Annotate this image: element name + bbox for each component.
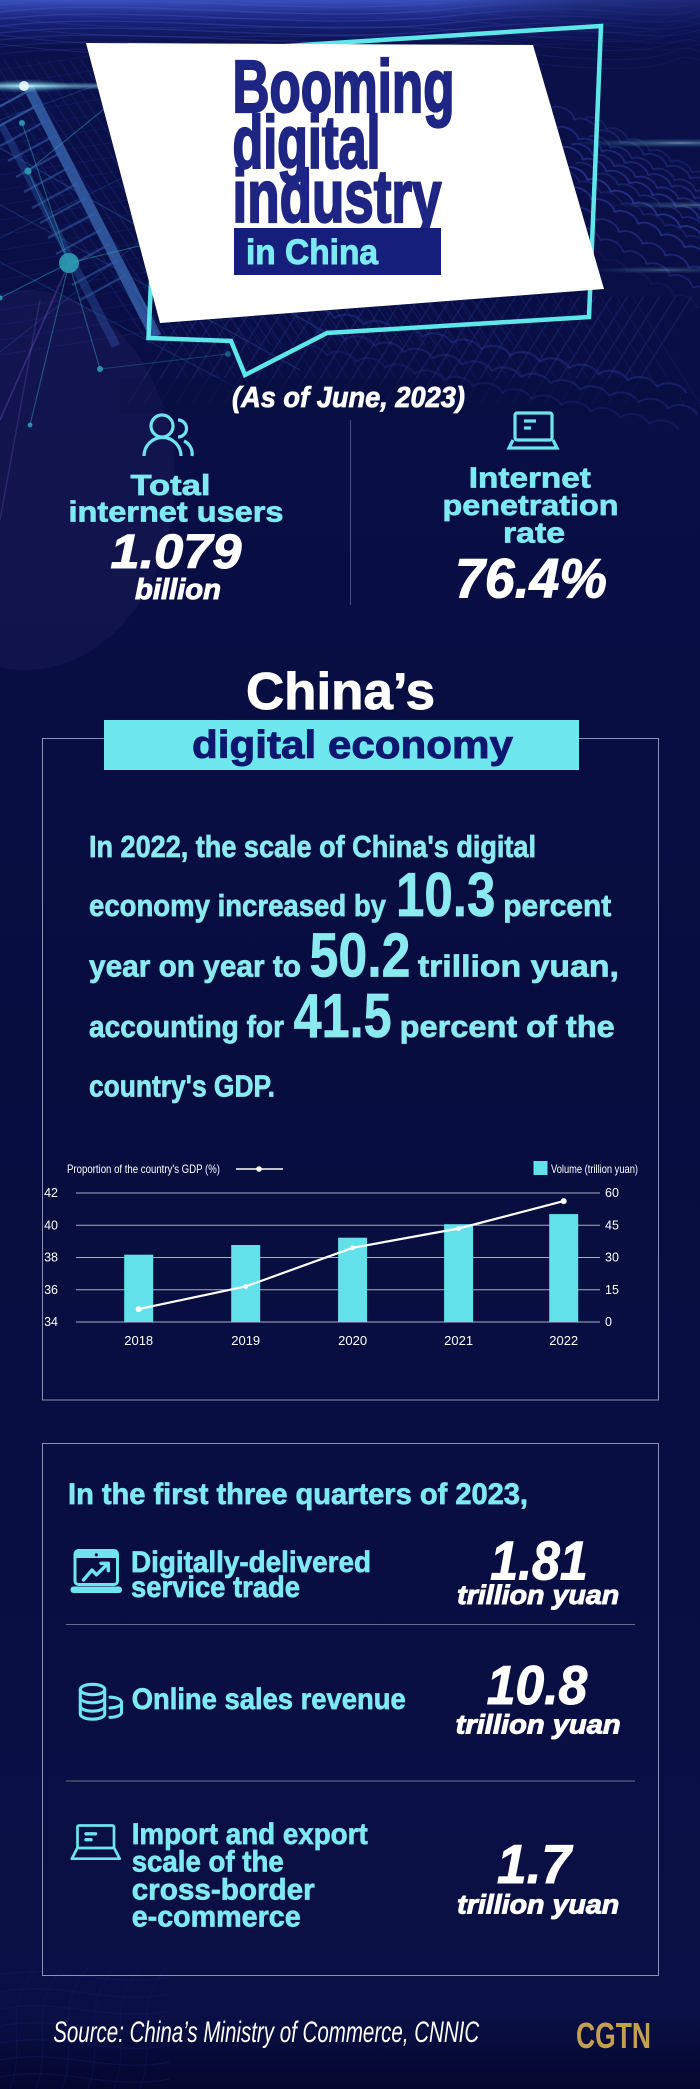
svg-text:trillion yuan: trillion yuan <box>457 1890 619 1920</box>
svg-text:2018: 2018 <box>124 1333 153 1348</box>
svg-text:percent of the: percent of the <box>400 1009 615 1044</box>
svg-text:40: 40 <box>44 1218 58 1232</box>
svg-text:2021: 2021 <box>444 1333 473 1348</box>
svg-text:38: 38 <box>44 1251 58 1265</box>
svg-text:Volume (trillion yuan): Volume (trillion yuan) <box>551 1162 638 1176</box>
svg-text:Source: China’s Ministry of Co: Source: China’s Ministry of Commerce, CN… <box>53 2016 479 2049</box>
svg-text:penetration: penetration <box>443 490 619 522</box>
svg-text:e-commerce: e-commerce <box>132 1901 301 1934</box>
svg-text:economy increased by: economy increased by <box>89 888 387 923</box>
svg-text:year on year to: year on year to <box>89 948 301 983</box>
svg-text:country's GDP.: country's GDP. <box>89 1069 275 1104</box>
svg-text:Online sales revenue: Online sales revenue <box>132 1683 406 1716</box>
svg-text:billion: billion <box>135 574 221 606</box>
svg-text:2020: 2020 <box>338 1333 367 1348</box>
svg-text:10.3: 10.3 <box>396 861 495 930</box>
svg-text:percent: percent <box>503 888 611 923</box>
svg-text:rate: rate <box>503 518 565 550</box>
svg-text:internet users: internet users <box>69 497 284 529</box>
svg-text:Total: Total <box>131 470 211 502</box>
svg-text:industry: industry <box>233 155 442 238</box>
svg-text:digital economy: digital economy <box>192 724 513 767</box>
svg-text:Digitally-delivered: Digitally-delivered <box>131 1546 371 1579</box>
svg-text:50.2: 50.2 <box>310 921 411 990</box>
svg-text:Proportion of the country's GD: Proportion of the country's GDP (%) <box>67 1162 220 1176</box>
svg-text:trillion yuan: trillion yuan <box>457 1580 619 1610</box>
svg-text:In 2022, the scale of China's: In 2022, the scale of China's digital <box>89 829 536 864</box>
svg-text:scale of the: scale of the <box>132 1846 284 1879</box>
svg-text:36: 36 <box>44 1283 58 1297</box>
svg-text:China’s: China’s <box>246 663 435 721</box>
svg-text:30: 30 <box>605 1251 619 1265</box>
svg-text:Import and export: Import and export <box>132 1818 368 1851</box>
svg-text:(As of June, 2023): (As of June, 2023) <box>232 382 465 414</box>
svg-text:trillion yuan: trillion yuan <box>456 1709 621 1739</box>
svg-text:trillion yuan,: trillion yuan, <box>418 948 619 983</box>
svg-text:accounting for: accounting for <box>89 1009 284 1044</box>
svg-text:34: 34 <box>44 1315 58 1329</box>
svg-text:45: 45 <box>605 1218 619 1232</box>
svg-text:Booming: Booming <box>233 45 455 128</box>
svg-text:41.5: 41.5 <box>294 982 392 1051</box>
svg-text:service trade: service trade <box>131 1571 300 1604</box>
svg-text:In the first three quarters of: In the first three quarters of 2023, <box>68 1478 528 1511</box>
svg-text:10.8: 10.8 <box>487 1654 588 1716</box>
svg-text:1.7: 1.7 <box>497 1833 573 1895</box>
svg-text:76.4%: 76.4% <box>455 547 607 610</box>
svg-text:Internet: Internet <box>469 463 591 495</box>
svg-text:in China: in China <box>246 233 379 272</box>
svg-text:digital: digital <box>233 101 381 184</box>
svg-text:60: 60 <box>605 1186 619 1200</box>
svg-text:15: 15 <box>605 1283 619 1297</box>
svg-text:CGTN: CGTN <box>576 2015 651 2056</box>
svg-text:42: 42 <box>44 1186 58 1200</box>
svg-text:0: 0 <box>605 1315 612 1329</box>
svg-text:cross-border: cross-border <box>132 1874 315 1907</box>
svg-text:2019: 2019 <box>231 1333 260 1348</box>
svg-text:1.079: 1.079 <box>111 526 242 579</box>
svg-text:1.81: 1.81 <box>490 1530 587 1592</box>
svg-text:2022: 2022 <box>549 1333 578 1348</box>
